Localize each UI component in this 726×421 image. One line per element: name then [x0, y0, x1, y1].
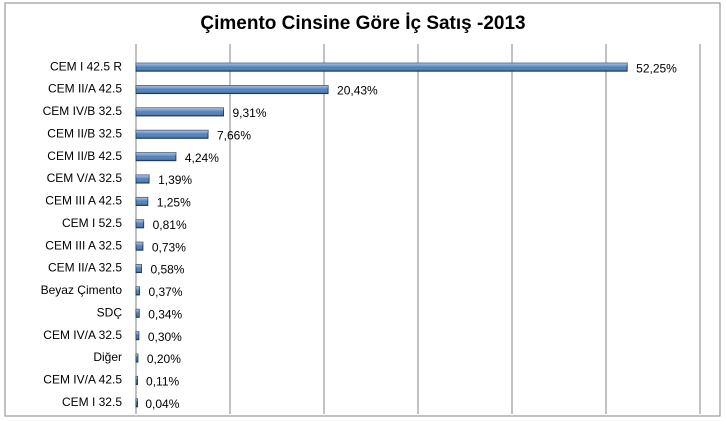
value-label: 7,66%	[217, 128, 251, 142]
value-label: 0,37%	[148, 285, 182, 299]
value-label: 0,58%	[150, 263, 184, 277]
value-label: 20,43%	[337, 84, 378, 98]
value-label: 0,34%	[148, 307, 182, 321]
bar-shine	[136, 107, 224, 116]
bar-shine	[136, 63, 628, 72]
bar-shine	[136, 197, 148, 206]
y-tick-label: Beyaz Çimento	[41, 283, 123, 297]
value-label: 4,24%	[185, 151, 219, 165]
y-tick-label: CEM IV/A 32.5	[43, 328, 122, 342]
value-label: 52,25%	[636, 61, 677, 75]
y-tick-label: CEM III A 42.5	[45, 194, 122, 208]
y-tick-label: CEM II/A 32.5	[48, 261, 122, 275]
value-label: 9,31%	[233, 106, 267, 120]
y-tick-label: CEM IV/B 32.5	[43, 104, 123, 118]
y-tick-label: CEM IV/A 42.5	[43, 373, 122, 387]
bar-shine	[136, 85, 329, 94]
y-tick-label: CEM II/A 42.5	[48, 82, 122, 96]
value-label: 0,81%	[153, 218, 187, 232]
value-label: 1,39%	[158, 173, 192, 187]
value-label: 0,73%	[152, 240, 186, 254]
bar-shine	[136, 354, 138, 363]
y-tick-label: CEM II/B 32.5	[47, 126, 122, 140]
value-label: 1,25%	[157, 196, 191, 210]
bar-shine	[136, 376, 138, 385]
bar-shine	[136, 242, 143, 251]
y-tick-label: CEM I 42.5 R	[50, 59, 122, 73]
bar-shine	[136, 264, 142, 273]
bar-shine	[136, 152, 176, 161]
bar-shine	[136, 286, 140, 295]
bar-shine	[136, 398, 138, 407]
y-tick-label: CEM V/A 32.5	[47, 171, 123, 185]
bar-shine	[136, 130, 209, 139]
chart-title: Çimento Cinsine Göre İç Satış -2013	[200, 13, 525, 34]
value-label: 0,30%	[148, 330, 182, 344]
bar-shine	[136, 219, 144, 228]
chart-frame	[4, 2, 721, 417]
y-tick-label: CEM III A 32.5	[45, 238, 122, 252]
bar-shine	[136, 175, 150, 184]
value-label: 0,04%	[145, 397, 179, 411]
bar-shine	[136, 331, 139, 340]
y-tick-label: CEM II/B 42.5	[47, 149, 122, 163]
y-tick-label: Diğer	[93, 350, 122, 364]
y-tick-label: SDÇ	[97, 305, 123, 319]
value-label: 0,11%	[146, 375, 179, 389]
y-tick-label: CEM I 52.5	[62, 216, 122, 230]
bar-shine	[136, 309, 140, 318]
y-tick-label: CEM I 32.5	[62, 395, 122, 409]
value-label: 0,20%	[147, 352, 181, 366]
